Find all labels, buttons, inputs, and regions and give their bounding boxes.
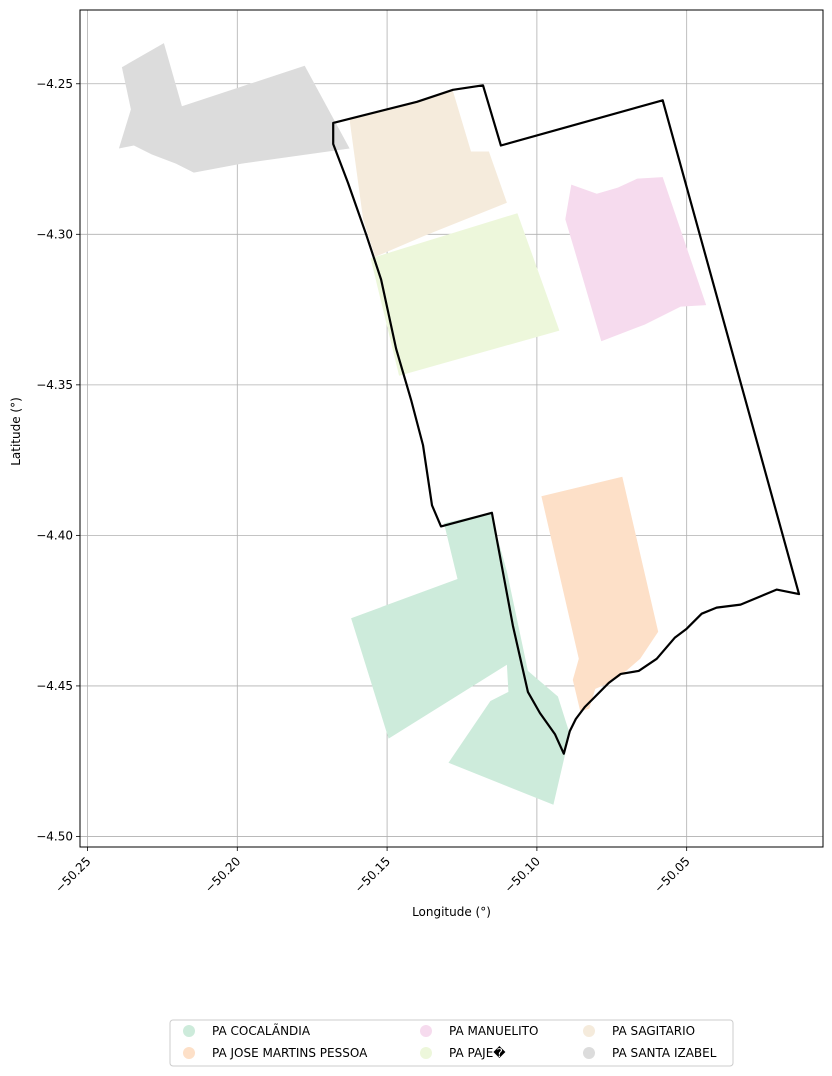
x-tick-label: −50.25 bbox=[52, 854, 93, 895]
y-tick-label: −4.25 bbox=[36, 77, 73, 91]
legend-marker bbox=[183, 1025, 195, 1037]
plot-frame bbox=[79, 9, 824, 848]
y-tick-label: −4.50 bbox=[36, 829, 73, 843]
settlement-polygon bbox=[370, 213, 560, 376]
x-tick-label: −50.15 bbox=[352, 854, 393, 895]
legend-entry-label: PA SAGITARIO bbox=[612, 1024, 695, 1038]
legend-marker bbox=[583, 1025, 595, 1037]
legend-marker bbox=[583, 1047, 595, 1059]
x-axis-label: Longitude (°) bbox=[412, 905, 491, 919]
y-tick-label: −4.45 bbox=[36, 679, 73, 693]
legend-marker bbox=[183, 1047, 195, 1059]
legend-entry-label: PA JOSE MARTINS PESSOA bbox=[212, 1046, 368, 1060]
boundary-layer bbox=[332, 84, 801, 755]
settlement-polygon bbox=[349, 91, 507, 257]
settlement-polygon bbox=[541, 476, 659, 712]
legend-marker bbox=[420, 1047, 432, 1059]
polygon-layer bbox=[118, 43, 707, 805]
legend-entry-label: PA MANUELITO bbox=[449, 1024, 538, 1038]
x-tick-label: −50.10 bbox=[502, 854, 543, 895]
y-tick-label: −4.30 bbox=[36, 227, 73, 241]
y-axis-label: Latitude (°) bbox=[9, 397, 23, 466]
legend-marker bbox=[420, 1025, 432, 1037]
x-tick-label: −50.20 bbox=[202, 854, 243, 895]
legend: PA COCALÃNDIA PA JOSE MARTINS PESSOA PA MA… bbox=[169, 1019, 734, 1067]
settlement-polygon bbox=[565, 177, 707, 342]
y-tick-label: −4.35 bbox=[36, 378, 73, 392]
legend-entry-label: PA SANTA IZABEL bbox=[612, 1046, 717, 1060]
legend-entry-label: PA COCALÃNDIA bbox=[212, 1023, 311, 1038]
y-tick-label: −4.40 bbox=[36, 528, 73, 542]
settlement-polygon bbox=[118, 43, 350, 173]
boundary-outline bbox=[332, 84, 801, 755]
legend-entry-label: PA PAJE� bbox=[449, 1046, 506, 1060]
x-tick-label: −50.05 bbox=[651, 854, 692, 895]
settlement-polygon bbox=[351, 512, 570, 805]
